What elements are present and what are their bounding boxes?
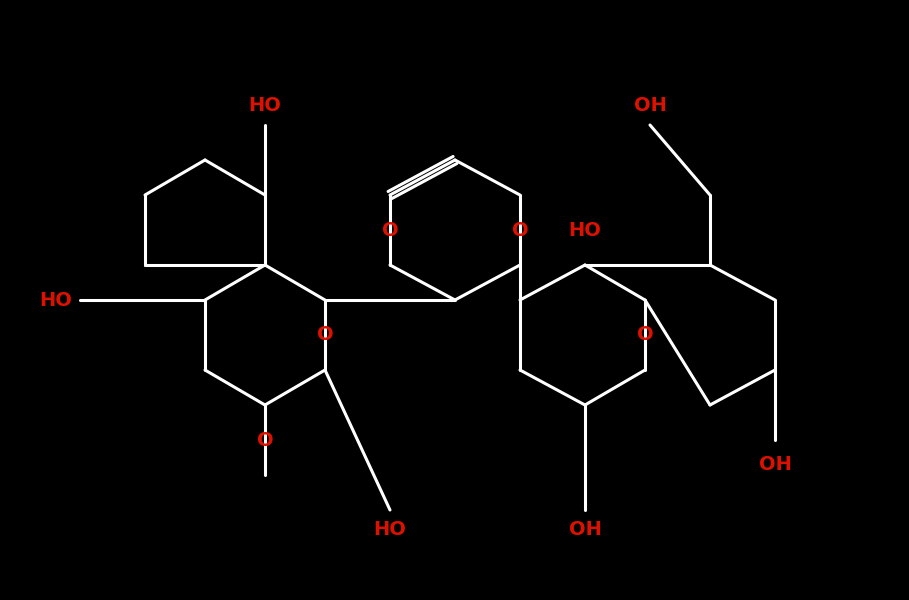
Text: HO: HO — [39, 290, 72, 310]
Text: HO: HO — [248, 96, 282, 115]
Text: OH: OH — [568, 520, 602, 539]
Text: O: O — [636, 325, 654, 344]
Text: OH: OH — [759, 455, 792, 474]
Text: OH: OH — [634, 96, 666, 115]
Text: HO: HO — [568, 220, 602, 239]
Text: O: O — [382, 220, 398, 239]
Text: O: O — [256, 431, 274, 449]
Text: O: O — [316, 325, 334, 344]
Text: O: O — [512, 220, 528, 239]
Text: HO: HO — [374, 520, 406, 539]
